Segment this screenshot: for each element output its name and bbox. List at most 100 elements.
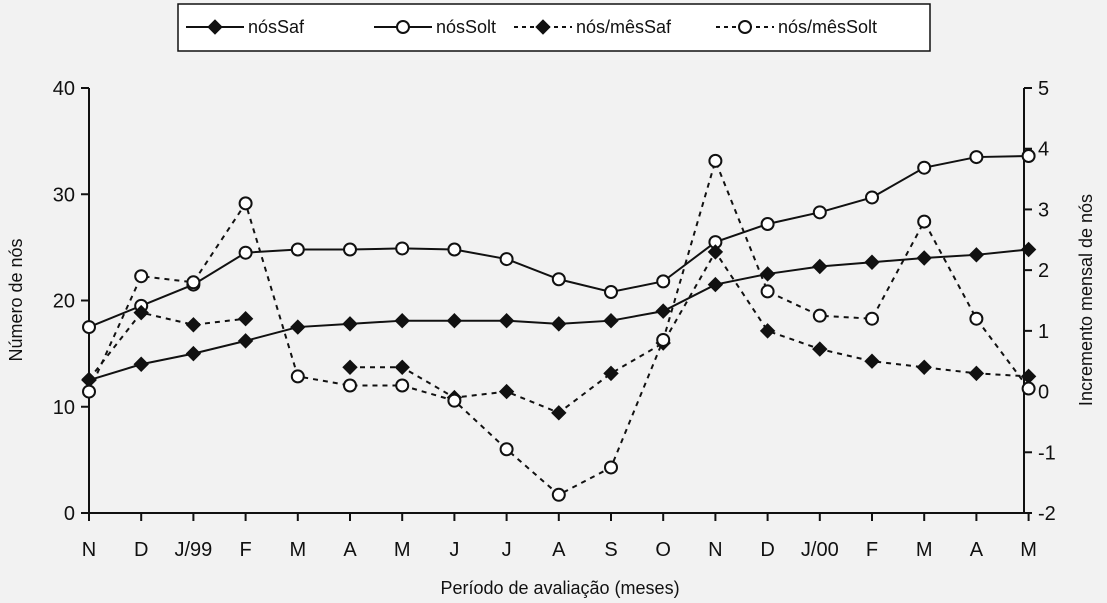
- series-3-point: [498, 383, 515, 400]
- series-3-point: [864, 353, 880, 369]
- series-4-point: [708, 153, 723, 168]
- axes: [88, 88, 1025, 514]
- x-tick-label: N: [708, 539, 722, 561]
- series-3-point: [237, 311, 254, 327]
- legend-label: nós/mêsSaf: [576, 17, 672, 37]
- left-y-tick-label: 0: [64, 503, 75, 525]
- series-4-point: [186, 275, 201, 290]
- x-tick-label: F: [866, 539, 878, 561]
- series-1-point: [603, 312, 619, 329]
- series-2-point: [238, 245, 253, 260]
- left-y-tick-label: 40: [53, 78, 75, 100]
- legend-swatch-marker: [396, 20, 410, 34]
- series-4-point: [82, 384, 96, 399]
- series-1: [81, 241, 1037, 388]
- series-2-point: [917, 160, 932, 175]
- series-2-point: [290, 242, 305, 257]
- series-4-point: [812, 308, 827, 323]
- series-2-point: [969, 150, 984, 165]
- series-4-point: [1021, 381, 1036, 396]
- x-tick-label: M: [289, 539, 306, 561]
- series-2-point: [447, 242, 462, 257]
- series-1-point: [812, 258, 828, 275]
- left-y-axis-title: Número de nós: [6, 238, 26, 361]
- series-1-point: [446, 312, 463, 329]
- series-4-point: [343, 378, 357, 393]
- series-3-point: [812, 341, 828, 357]
- series-2-point: [1021, 149, 1036, 163]
- series-3-point: [916, 359, 932, 375]
- series-4-point: [760, 284, 775, 299]
- x-tick-label: J/00: [801, 539, 839, 561]
- x-tick-label: S: [604, 539, 617, 561]
- left-y-tick-label: 20: [53, 291, 75, 313]
- series-3-point: [342, 359, 358, 375]
- series-4-point: [865, 311, 879, 326]
- series-3-point: [133, 304, 149, 321]
- x-tick-label: J: [502, 539, 512, 561]
- right-y-tick-label: 3: [1038, 199, 1049, 221]
- series-1-point: [707, 276, 724, 293]
- ticks: 0 10 20 30 40 -2 -1 0 1 2 3 4 5 N D J/99 F M A M J J A S O N D J/00…: [53, 78, 1056, 561]
- x-tick-label: J/99: [174, 539, 212, 561]
- series-1-point: [759, 266, 776, 282]
- series-1-point: [133, 356, 149, 372]
- x-tick-label: M: [916, 539, 933, 561]
- series-2-point: [812, 205, 827, 220]
- series-4-point: [551, 487, 566, 502]
- series-3-point: [394, 359, 410, 375]
- series-1-point: [551, 316, 567, 332]
- x-tick-label: O: [655, 539, 671, 561]
- series-1-point: [655, 303, 671, 319]
- series-4-point: [447, 393, 462, 408]
- legend: nósSaf nósSolt nós/mêsSaf nós/mêsSolt: [177, 3, 931, 52]
- series-2-point: [82, 320, 96, 335]
- series-2-point: [499, 252, 514, 267]
- series-1-point: [916, 250, 932, 266]
- legend-label: nósSaf: [248, 17, 305, 37]
- series-2-point: [865, 190, 879, 205]
- x-tick-label: D: [760, 539, 774, 561]
- legend-label: nós/mêsSolt: [778, 17, 877, 37]
- x-tick-label: A: [343, 539, 357, 561]
- series-1-point: [237, 333, 254, 349]
- x-axis-title: Período de avaliação (meses): [440, 578, 679, 598]
- series-1-point: [290, 319, 306, 335]
- left-y-tick-label: 30: [53, 184, 75, 206]
- series-4-point: [604, 460, 618, 475]
- series-1-line: [88, 248, 1029, 382]
- series-3-point: [603, 365, 619, 382]
- x-tick-label: A: [970, 539, 984, 561]
- series-2-point: [656, 274, 671, 289]
- series-3-line: [88, 250, 1029, 414]
- series-4-point: [656, 332, 671, 347]
- legend-label: nósSolt: [436, 17, 496, 37]
- right-y-tick-label: -2: [1038, 503, 1056, 525]
- series-2-line: [88, 155, 1029, 328]
- series-2-point: [343, 242, 357, 257]
- series-2-point: [551, 272, 566, 287]
- series-4-point: [134, 269, 149, 284]
- series-3: [81, 244, 1037, 421]
- legend-swatch-marker: [535, 19, 551, 35]
- series-3-point: [185, 317, 202, 333]
- series-4-point: [395, 378, 410, 393]
- series-2-point: [604, 285, 618, 299]
- x-tick-label: F: [239, 539, 251, 561]
- series-2: [82, 149, 1036, 335]
- series-4-point: [917, 214, 932, 229]
- legend-swatch-marker: [207, 19, 223, 35]
- series-4-point: [238, 196, 253, 211]
- right-y-axis-title: Incremento mensal de nós: [1076, 194, 1096, 406]
- series-4: [82, 153, 1036, 502]
- x-tick-label: J: [449, 539, 459, 561]
- x-tick-label: A: [552, 539, 566, 561]
- series-4-point: [499, 442, 514, 457]
- series-1-point: [864, 254, 880, 270]
- series-1-point: [394, 312, 410, 329]
- left-y-tick-label: 10: [53, 397, 75, 419]
- series-3-point: [707, 244, 724, 260]
- right-y-tick-label: 5: [1038, 78, 1049, 100]
- x-tick-label: M: [394, 539, 411, 561]
